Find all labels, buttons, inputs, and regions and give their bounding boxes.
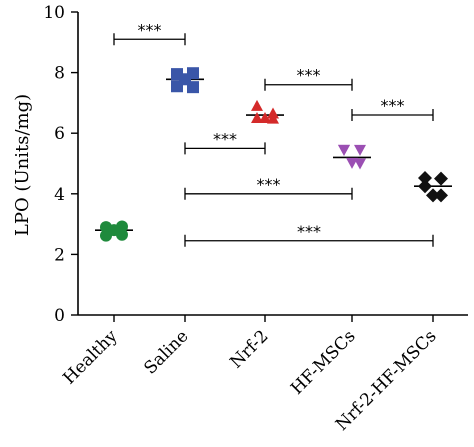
group-saline (166, 67, 204, 94)
x-tick-label: Saline (140, 326, 192, 378)
data-point (267, 112, 279, 124)
significance-label: *** (257, 175, 281, 194)
significance-bracket: *** (184, 175, 353, 200)
significance-bracket: *** (184, 222, 434, 247)
data-point (418, 171, 432, 186)
group-hf-mscs (333, 144, 371, 170)
y-tick-label: 8 (54, 64, 65, 84)
significance-label: *** (297, 66, 321, 85)
y-tick-label: 0 (54, 306, 65, 326)
y-axis: 0 2 4 6 8 10 (43, 3, 79, 326)
y-axis-title: LPO (Units/mg) (12, 94, 33, 236)
significance-label: *** (381, 96, 405, 115)
group-nrf-2 (246, 99, 284, 124)
significance-bracket: *** (184, 129, 266, 155)
data-point (259, 112, 271, 124)
group-nrf-2-hf-mscs (414, 171, 452, 203)
data-point (434, 171, 448, 186)
data-point (434, 188, 448, 203)
significance-label: *** (138, 20, 162, 39)
group-healthy (95, 220, 133, 242)
significance-bracket: *** (113, 20, 186, 46)
data-point (418, 179, 432, 194)
y-tick-label: 10 (43, 3, 65, 23)
significance-label: *** (213, 129, 237, 148)
x-tick-label: Nrf-2 (226, 326, 272, 372)
data-point (251, 99, 263, 111)
significance-brackets: *** *** *** *** *** *** (113, 20, 434, 247)
data-groups (95, 67, 452, 242)
data-point (251, 112, 263, 124)
significance-bracket: *** (351, 96, 434, 122)
y-tick-label: 4 (54, 185, 65, 205)
data-point (354, 158, 366, 170)
y-tick-label: 2 (54, 245, 65, 265)
y-tick-label: 6 (54, 124, 65, 144)
x-tick-label: HF-MSCs (287, 326, 359, 398)
data-point (179, 73, 191, 86)
x-tick-label: Healthy (59, 326, 121, 388)
data-point (108, 224, 120, 237)
significance-bracket: *** (264, 66, 353, 91)
data-point (426, 188, 440, 203)
data-point (338, 144, 350, 156)
data-point (354, 144, 366, 156)
significance-label: *** (297, 222, 321, 241)
data-point (346, 157, 358, 169)
